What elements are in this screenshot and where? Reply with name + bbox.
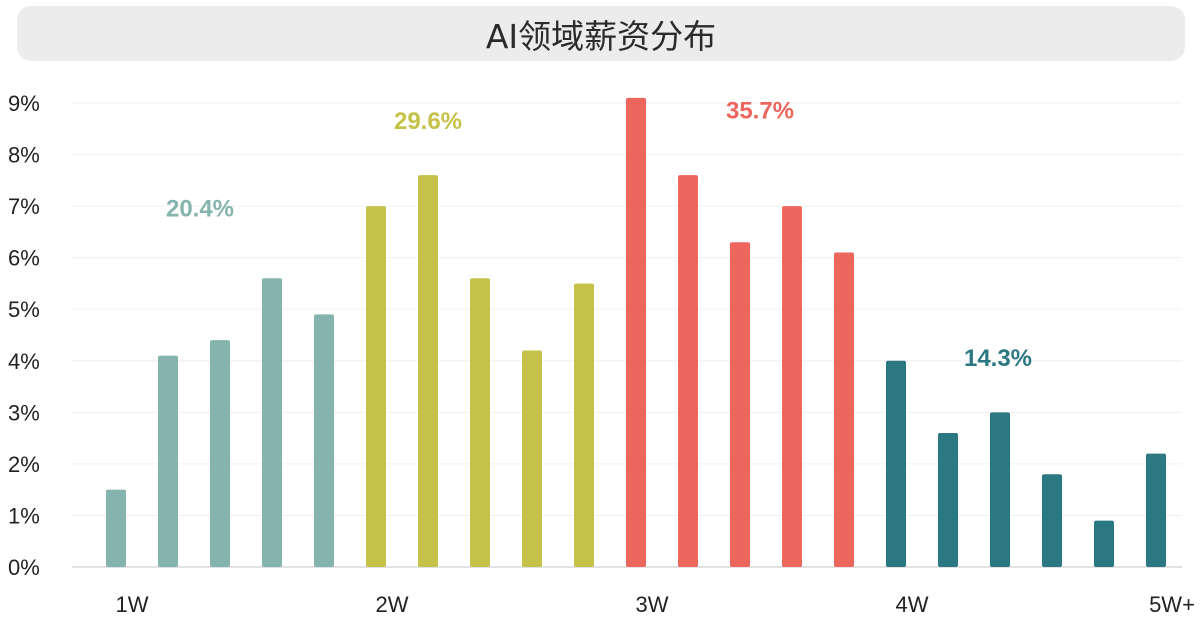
bar [990,412,1010,567]
bar [678,175,698,567]
y-tick-label: 6% [8,246,40,271]
group-share-label: 29.6% [394,108,462,135]
y-tick-label: 1% [8,503,40,528]
x-tick-label: 3W [636,592,669,617]
y-tick-label: 5% [8,297,40,322]
bar [522,350,542,567]
bar [210,340,230,567]
bar [938,433,958,567]
x-tick-label: 1W [116,592,149,617]
y-tick-label: 2% [8,452,40,477]
group-share-label: 14.3% [964,345,1032,372]
bar [626,98,646,567]
bar [366,206,386,567]
bar [1042,474,1062,567]
x-tick-label: 5W+ [1149,592,1195,617]
y-tick-label: 3% [8,400,40,425]
bar [314,314,334,567]
x-tick-label: 4W [896,592,929,617]
y-tick-label: 0% [8,555,40,580]
group-share-label: 35.7% [726,97,794,124]
bar [106,490,126,567]
bar [834,253,854,567]
bar [1146,454,1166,567]
y-tick-label: 8% [8,143,40,168]
bar [158,356,178,567]
bar [262,278,282,567]
y-tick-label: 4% [8,349,40,374]
y-tick-label: 9% [8,91,40,116]
group-share-label: 20.4% [166,195,234,222]
bar [470,278,490,567]
bar [418,175,438,567]
x-tick-label: 2W [376,592,409,617]
bar [886,361,906,567]
bar [730,242,750,567]
bar [782,206,802,567]
bar [1094,521,1114,567]
bar [574,283,594,567]
y-tick-label: 7% [8,194,40,219]
